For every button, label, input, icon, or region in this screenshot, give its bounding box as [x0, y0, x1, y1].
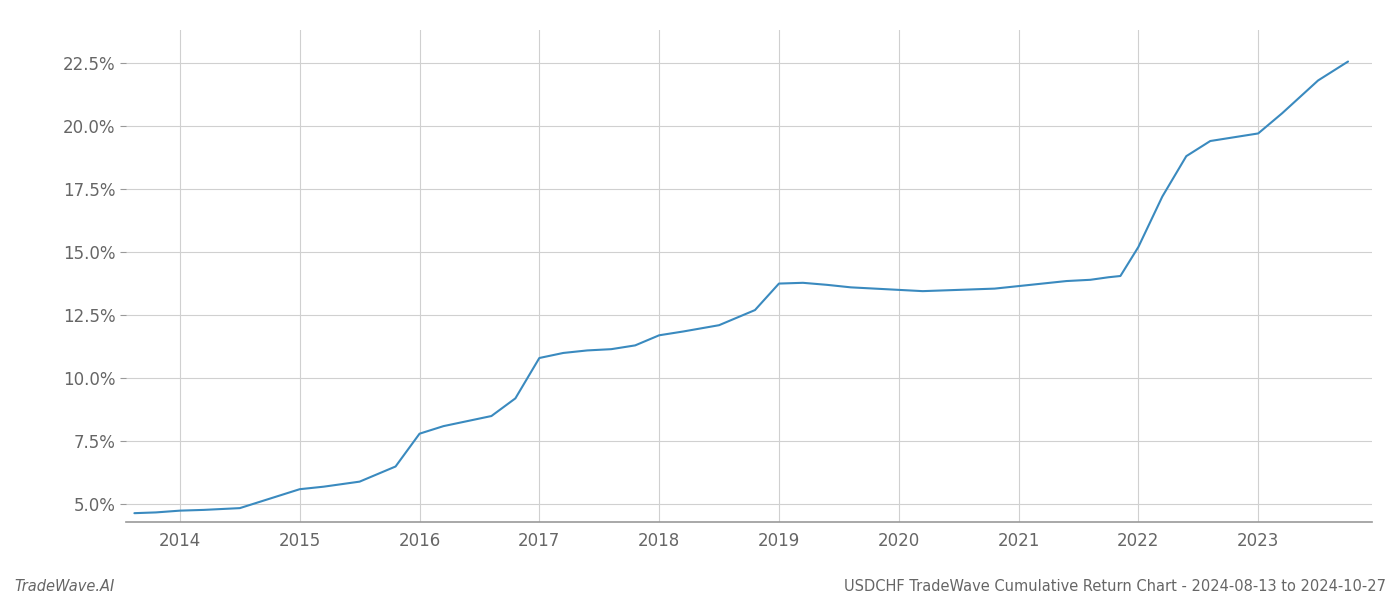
- Text: TradeWave.AI: TradeWave.AI: [14, 579, 115, 594]
- Text: USDCHF TradeWave Cumulative Return Chart - 2024-08-13 to 2024-10-27: USDCHF TradeWave Cumulative Return Chart…: [844, 579, 1386, 594]
